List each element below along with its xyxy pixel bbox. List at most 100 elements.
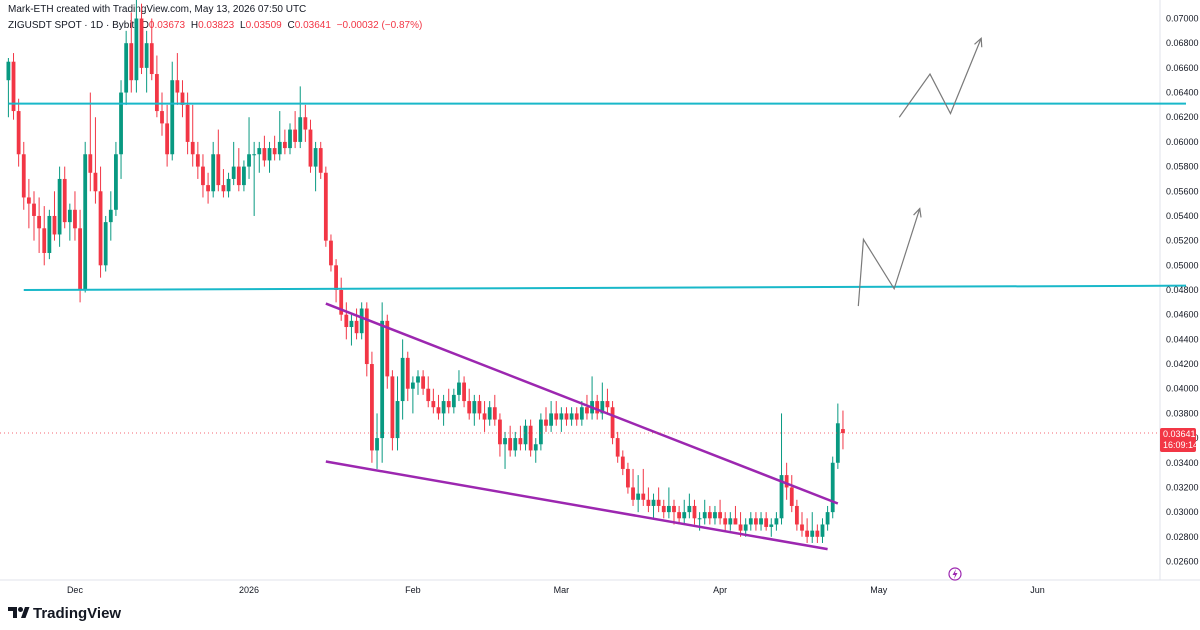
candle-body [805,530,810,537]
candle-body [390,376,395,439]
candle-body [201,166,205,186]
price-tick-label: 0.03000 [1166,507,1199,517]
candle-body [677,512,682,519]
candle-body [288,129,292,149]
tradingview-logo-icon [8,607,30,618]
candle-body [702,512,707,519]
candle-body [262,148,267,161]
candle-body [569,413,574,420]
candle-body [544,419,548,426]
candle-body [221,185,226,192]
candle-body [528,425,533,451]
candle-body [687,505,692,513]
price-tick-label: 0.06200 [1166,112,1199,122]
candle-body [405,357,410,389]
candle-body [73,209,77,229]
candle-body [559,413,564,420]
candle-body [707,512,712,519]
candle-body [21,154,26,198]
candle-body [446,401,451,408]
candle-body [631,487,635,500]
candle-body [195,154,200,167]
candle-body [574,413,579,420]
price-tick-label: 0.07000 [1166,14,1199,24]
drawings-layer [8,36,1187,551]
projection-path [898,38,982,118]
candle-body [666,505,671,513]
candle-body [236,166,241,186]
price-tick-label: 0.02800 [1166,532,1199,542]
candle-body [252,154,257,156]
candle-body [400,357,405,402]
candle-body [339,290,344,315]
candle-body [354,320,359,334]
candle-body [743,524,748,531]
candle-body [93,172,98,192]
candle-body [257,148,262,155]
change-value: −0.00032 (−0.87%) [337,20,423,31]
candle-body [318,148,323,173]
low-value: 0.03509 [246,20,283,31]
candle-body [738,524,743,531]
candle-body [610,407,615,439]
candle-body [754,518,758,525]
horizontal-level-line [23,284,1187,291]
candle-body [410,382,415,389]
time-tick-label: 2026 [239,585,259,595]
candle-body [713,512,717,519]
candle-body [431,401,436,408]
close-label: C [288,20,295,31]
candle-body [62,178,67,223]
lightning-icon[interactable] [948,567,962,581]
candle-body [492,407,497,420]
candle-body [83,154,88,290]
candle-body [841,429,845,434]
candle-body [329,240,333,266]
candle-body [185,104,190,142]
price-tick-label: 0.04400 [1166,334,1199,344]
price-tick-label: 0.06600 [1166,63,1199,73]
candle-body [52,215,57,235]
candle-countdown: 16:09:14 [1163,440,1198,450]
candle-body [549,413,554,426]
candle-body [170,80,175,155]
candle-body [441,401,446,414]
candle-body [67,209,72,223]
price-tick-label: 0.04600 [1166,310,1199,320]
candle-body [293,129,298,142]
candle-body [226,178,231,192]
time-axis[interactable]: Dec 2026 Feb Mar Apr May Jun [67,585,1045,595]
candle-body [723,518,728,525]
candle-body [508,438,513,451]
price-axis[interactable]: 0.07000 0.06800 0.06600 0.06400 0.06200 0.060… [1166,14,1199,567]
candle-body [728,518,733,525]
wedge-trendline [325,460,828,551]
time-tick-label: Mar [554,585,570,595]
candle-body [513,438,518,451]
candle-body [16,111,21,155]
candle-body [462,382,466,402]
symbol-label: ZIGUSDT SPOT · 1D · Bybit [8,20,135,31]
candle-body [477,401,482,414]
candle-body [364,308,369,365]
candle-body [114,154,118,210]
candle-body [815,530,820,537]
candle-body [626,468,630,488]
time-tick-label: Apr [713,585,727,595]
candle-body [774,518,779,525]
projection-path [857,208,921,307]
candle-body [216,154,221,186]
candle-body [42,228,47,253]
candle-body [579,407,584,420]
candle-body [472,401,477,414]
last-price-value: 0.03641 [1163,429,1196,439]
candle-body [759,518,763,525]
candle-body [6,61,11,81]
candle-body [37,215,42,229]
candle-body [605,401,610,408]
candle-body [564,413,569,420]
price-tick-label: 0.05200 [1166,236,1199,246]
candle-body [231,166,236,179]
symbol-ohlc-line: ZIGUSDT SPOT · 1D · Bybit O0.03673 H0.03… [8,20,422,31]
